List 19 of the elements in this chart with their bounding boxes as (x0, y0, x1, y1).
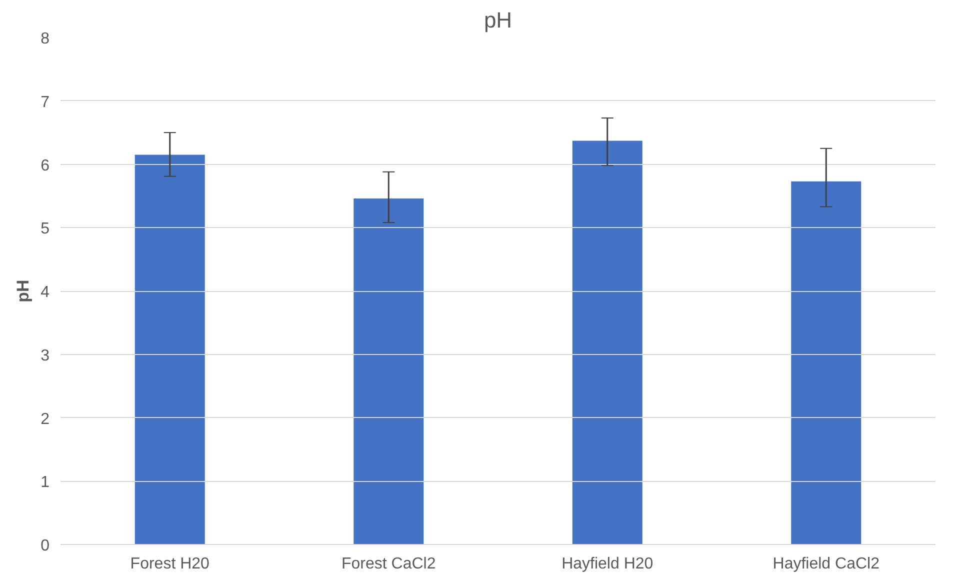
x-tick-label: Forest H20 (130, 556, 210, 572)
x-tick-label: Forest CaCl2 (342, 556, 436, 572)
y-tick-label: 0 (40, 538, 50, 554)
bar (572, 140, 642, 544)
y-tick-label: 7 (40, 94, 50, 111)
y-tick-label: 3 (40, 347, 50, 364)
y-axis-title: pH (14, 280, 33, 302)
y-tick-label: 4 (40, 284, 50, 301)
y-tick-label: 1 (40, 474, 50, 492)
y-tick-label: 2 (40, 410, 50, 428)
chart-title: pH (484, 8, 512, 32)
bar (791, 181, 862, 544)
x-tick-label: Hayfield CaCl2 (772, 556, 880, 572)
y-tick-label: 6 (40, 157, 50, 174)
bar (134, 154, 205, 544)
y-tick-label: 5 (40, 220, 50, 238)
y-tick-label: 8 (40, 30, 50, 48)
bar (354, 198, 424, 544)
x-tick-label: Hayfield H20 (562, 556, 654, 572)
